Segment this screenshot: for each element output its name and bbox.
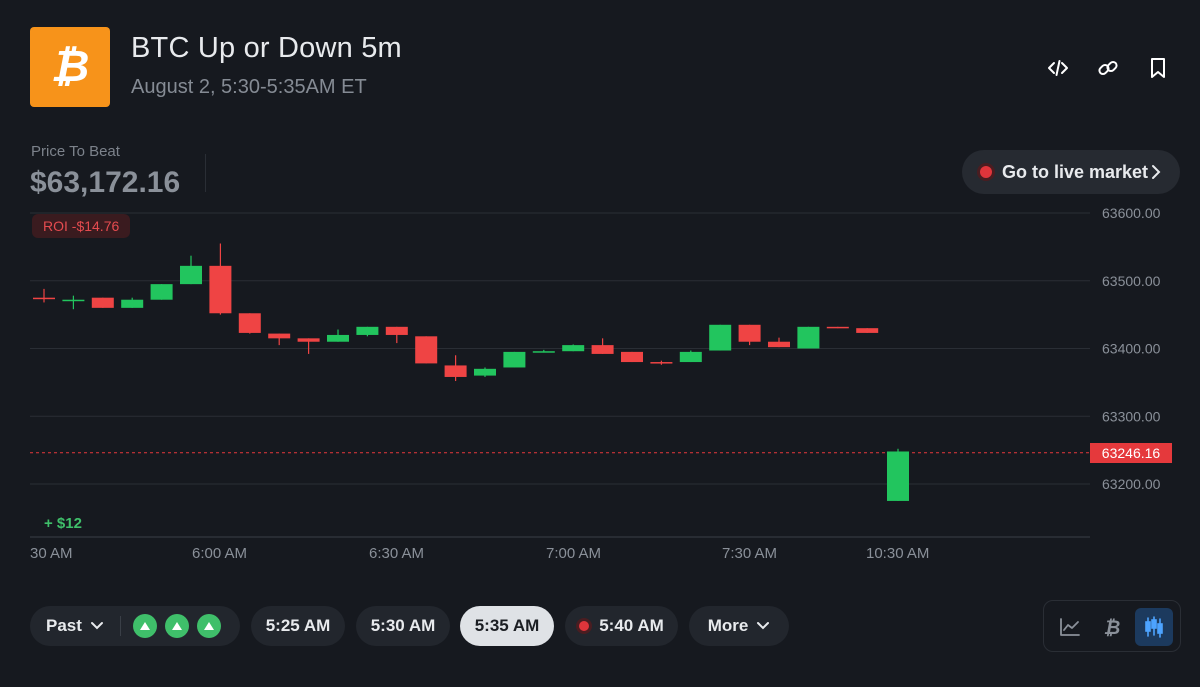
up-result-icon xyxy=(164,614,189,638)
divider xyxy=(205,154,206,192)
candle-body xyxy=(268,333,291,339)
candle-body xyxy=(415,336,438,364)
chevron-right-icon xyxy=(1148,163,1164,186)
candle-body xyxy=(856,328,879,333)
more-dropdown[interactable]: More xyxy=(689,606,789,646)
y-tick-label: 63400.00 xyxy=(1102,341,1161,357)
candle-body xyxy=(503,351,526,368)
line-chart-icon[interactable] xyxy=(1051,608,1089,646)
price-to-beat-value: $63,172.16 xyxy=(30,166,181,199)
candle-body xyxy=(797,326,820,349)
x-tick-label: 10:30 AM xyxy=(866,545,929,562)
candle-body xyxy=(826,326,849,329)
chevron-down-icon xyxy=(90,621,104,631)
more-label: More xyxy=(707,616,749,635)
candle-body xyxy=(738,324,761,342)
bookmark-icon[interactable] xyxy=(1144,54,1172,82)
x-tick-label: 7:00 AM xyxy=(546,545,601,562)
roi-badge: ROI -$14.76 xyxy=(32,214,131,238)
past-dropdown[interactable]: Past xyxy=(30,606,240,646)
up-result-icon xyxy=(132,614,157,638)
y-tick-label: 63500.00 xyxy=(1102,273,1161,289)
bitcoin-icon[interactable]: ₿ xyxy=(1093,608,1131,646)
x-tick-label: 6:00 AM xyxy=(192,545,247,562)
current-price-tag: 63246.16 xyxy=(1090,443,1172,463)
x-tick-label: 30 AM xyxy=(30,545,73,562)
candle-body xyxy=(532,351,555,353)
y-tick-label: 63200.00 xyxy=(1102,476,1161,492)
live-button-label: Go to live market xyxy=(1002,161,1149,182)
candle-body xyxy=(562,345,585,352)
past-label: Past xyxy=(46,616,82,635)
candle-body xyxy=(209,265,232,314)
x-tick-label: 7:30 AM xyxy=(722,545,777,562)
up-result-icon xyxy=(196,614,221,638)
bitcoin-icon: ₿ xyxy=(51,44,90,90)
time-tab-540-live[interactable]: 5:40 AM xyxy=(565,606,678,646)
x-tick-label: 6:30 AM xyxy=(369,545,424,562)
go-to-live-market-button[interactable]: Go to live market xyxy=(962,150,1180,194)
price-chart[interactable]: 63600.00 63500.00 63400.00 63300.00 63200.00… xyxy=(0,195,1200,567)
candle-body xyxy=(121,299,144,308)
svg-text:₿: ₿ xyxy=(51,44,90,90)
candle-body xyxy=(474,368,496,376)
candle-body xyxy=(91,297,114,308)
candlestick-icon[interactable] xyxy=(1135,608,1173,646)
candle-body xyxy=(768,341,790,348)
candle-body xyxy=(327,334,349,342)
bitcoin-logo: ₿ xyxy=(30,27,110,107)
time-tab-535[interactable]: 5:35 AM xyxy=(460,606,554,646)
gain-label: + $12 xyxy=(44,515,82,532)
live-indicator-icon xyxy=(579,621,590,631)
price-to-beat-label: Price To Beat xyxy=(31,143,120,160)
divider xyxy=(119,616,121,636)
time-tab-525[interactable]: 5:25 AM xyxy=(251,606,345,646)
market-title: BTC Up or Down 5m xyxy=(131,32,402,64)
chart-view-toggle: ₿ xyxy=(1043,600,1181,652)
candle-body xyxy=(709,324,732,351)
candle-body xyxy=(150,284,173,300)
live-indicator-icon xyxy=(980,166,992,178)
candle-body xyxy=(238,313,261,333)
candle-body xyxy=(180,265,202,285)
chevron-down-icon xyxy=(756,621,770,631)
link-icon[interactable] xyxy=(1094,54,1122,82)
candle-body xyxy=(444,365,467,377)
code-icon[interactable] xyxy=(1044,54,1072,82)
candle-body xyxy=(887,451,909,501)
candle-body xyxy=(33,297,55,300)
svg-text:₿: ₿ xyxy=(1104,617,1121,638)
time-tab-530[interactable]: 5:30 AM xyxy=(356,606,450,646)
candle-body xyxy=(650,362,673,364)
candle-body xyxy=(356,326,379,335)
y-tick-label: 63300.00 xyxy=(1102,408,1161,424)
market-subtitle: August 2, 5:30-5:35AM ET xyxy=(131,76,367,98)
candle-body xyxy=(679,351,702,363)
candle-body xyxy=(62,299,85,302)
time-tab-label: 5:40 AM xyxy=(599,616,664,635)
y-tick-label: 63600.00 xyxy=(1102,205,1161,221)
candle-body xyxy=(297,338,320,342)
candle-body xyxy=(385,326,408,335)
candle-body xyxy=(621,351,643,363)
candle-body xyxy=(591,345,614,354)
